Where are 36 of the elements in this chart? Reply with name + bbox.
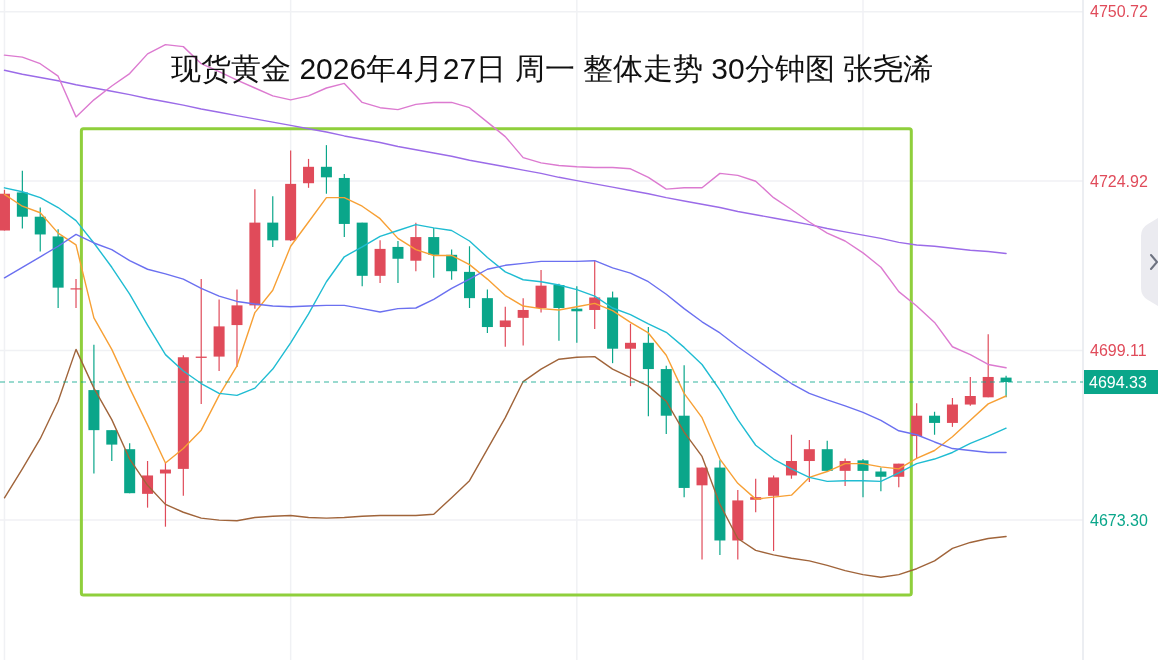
candlestick: [517, 297, 529, 347]
text: 现货黄金 2026年4月27日 周一 整体走势 30分钟图 张尧浠: [171, 51, 933, 85]
line-series: [3, 43, 1007, 369]
candlestick: [857, 458, 869, 498]
candlestick: [803, 439, 815, 483]
candlestick: [929, 411, 941, 436]
candlestick: [911, 402, 923, 459]
candlestick: [875, 466, 887, 492]
candlestick: [392, 240, 404, 284]
candlestick: [624, 323, 636, 387]
candlestick: [535, 269, 547, 314]
candlestick: [696, 466, 708, 561]
y-tick-label: 4750.72: [1090, 3, 1148, 21]
candlestick: [267, 195, 279, 248]
candlestick: [106, 429, 118, 462]
candlestick: [946, 397, 958, 428]
line-series: [3, 348, 1007, 578]
candlestick: [768, 474, 780, 552]
candlestick: [410, 222, 422, 272]
candlestick: [34, 206, 46, 253]
y-tick-label: 4699.11: [1090, 342, 1147, 360]
candlestick: [964, 376, 976, 407]
candlestick: [553, 283, 565, 342]
candlestick: [982, 333, 994, 398]
line-series: [3, 233, 1007, 454]
candlestick: [320, 144, 332, 195]
candlestick: [821, 440, 833, 473]
candlestick: [142, 460, 154, 509]
ref-line-label: 4694.33: [1089, 373, 1147, 391]
candlestick: [499, 306, 511, 348]
y-tick-label: 4724.92: [1090, 172, 1148, 190]
candlestick: [303, 158, 315, 189]
candlestick: [231, 289, 243, 368]
y-tick-label: 4673.30: [1090, 511, 1148, 529]
candlestick: [446, 248, 458, 281]
candlestick: [428, 227, 440, 279]
